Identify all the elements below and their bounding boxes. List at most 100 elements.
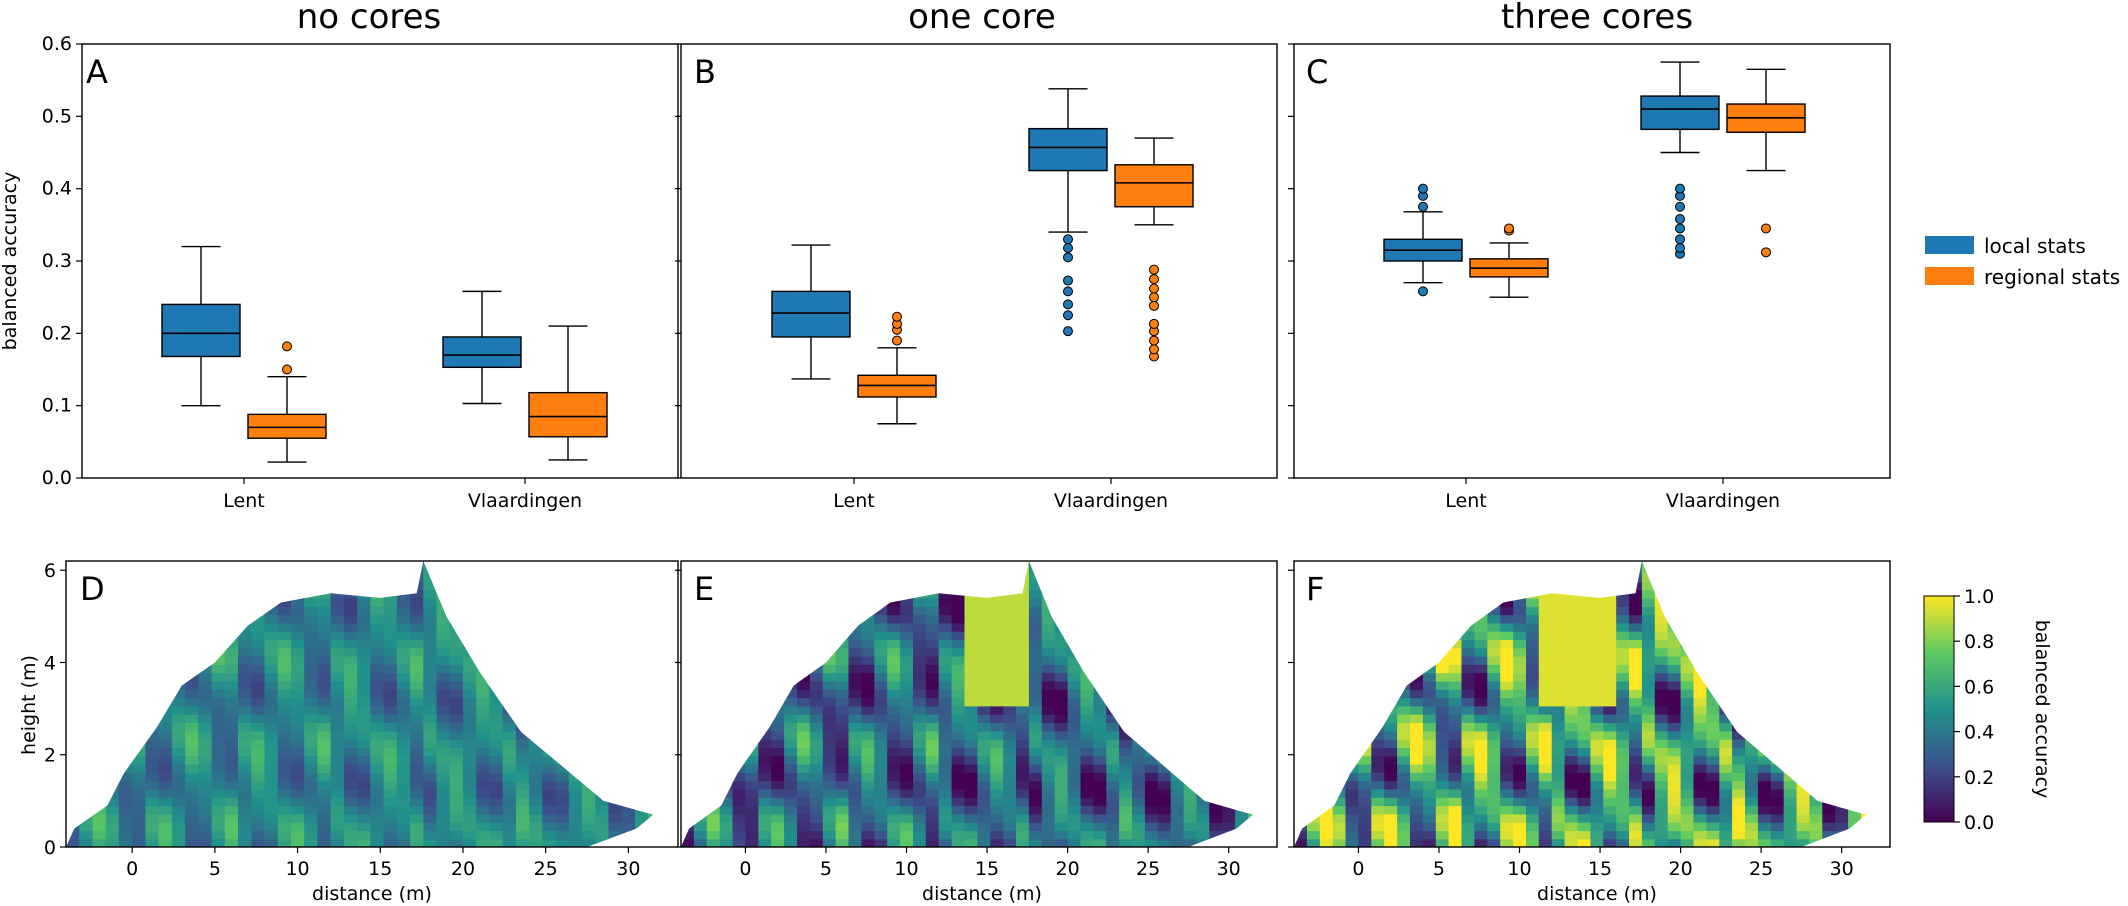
heatmap-cell <box>1106 755 1120 765</box>
heatmap-cell <box>648 714 654 723</box>
heatmap-cell <box>809 705 824 715</box>
heatmap-cell <box>1345 639 1359 649</box>
heatmap-cell <box>595 680 610 690</box>
heatmap-cell <box>706 656 721 665</box>
heatmap-cell <box>1448 730 1463 740</box>
heatmap-cell <box>1410 639 1424 649</box>
heatmap-cell <box>1248 689 1253 699</box>
heatmap-cell <box>1680 597 1695 607</box>
heatmap-cell <box>304 714 318 723</box>
heatmap-cell <box>693 622 708 632</box>
heatmap-cell <box>1371 680 1385 690</box>
heatmap-cell <box>185 606 199 616</box>
heatmap-cell <box>185 672 199 682</box>
x-tick-label: 15 <box>975 858 999 880</box>
heatmap-cell <box>1119 647 1133 657</box>
heatmap-cell <box>1719 622 1733 632</box>
heatmap-cell <box>1706 689 1720 699</box>
heatmap-cell <box>719 564 734 574</box>
heatmap-cell <box>343 614 358 624</box>
heatmap-cell <box>1106 581 1120 591</box>
heatmap-cell <box>1248 822 1253 831</box>
heatmap-cell <box>1487 772 1501 782</box>
heatmap-cell <box>317 797 332 807</box>
heatmap-cell <box>977 722 991 732</box>
heatmap-cell <box>1551 755 1566 765</box>
heatmap-cell <box>662 573 676 582</box>
heatmap-cell <box>595 730 610 740</box>
heatmap-cell <box>410 739 424 748</box>
heatmap-cell <box>1261 739 1275 748</box>
heatmap-cell <box>621 597 636 607</box>
heatmap-cell <box>848 606 862 616</box>
heatmap-cell <box>1157 622 1172 632</box>
heatmap-cell <box>79 672 93 682</box>
heatmap-cell <box>1783 788 1798 798</box>
heatmap-cell <box>1667 822 1682 831</box>
heatmap-cell <box>1183 656 1198 665</box>
heatmap-cell <box>1196 697 1210 707</box>
heatmap-cell <box>238 589 252 599</box>
heatmap-cell <box>1732 614 1746 624</box>
heatmap-cell <box>1757 797 1772 807</box>
heatmap-cell <box>771 788 785 798</box>
heatmap-cell <box>1422 739 1437 748</box>
heatmap-cell <box>1693 739 1707 748</box>
heatmap-cell <box>1641 780 1656 790</box>
heatmap-cell <box>1616 714 1630 723</box>
heatmap-cell <box>1461 747 1475 757</box>
heatmap-cell <box>874 664 888 674</box>
heatmap-cell <box>1080 573 1094 582</box>
heatmap-cell <box>291 772 305 782</box>
heatmap-cell <box>693 730 708 740</box>
heatmap-cell <box>1080 705 1094 715</box>
heatmap-cell <box>681 830 695 840</box>
heatmap-cell <box>383 672 398 682</box>
heatmap-cell <box>1093 739 1107 748</box>
heatmap-cell <box>848 631 862 640</box>
heatmap-cell <box>1371 589 1385 599</box>
heatmap-cell <box>542 788 557 798</box>
heatmap-cell <box>277 755 292 765</box>
heatmap-cell <box>662 806 676 815</box>
heatmap-cell <box>185 656 199 665</box>
heatmap-cell <box>145 788 160 798</box>
heatmap-cell <box>835 614 850 624</box>
heatmap-cell <box>621 606 636 616</box>
heatmap-cell <box>1629 714 1643 723</box>
heatmap-cell <box>990 772 1004 782</box>
heatmap-cell <box>1274 731 1288 740</box>
heatmap-cell <box>1248 714 1253 723</box>
heatmap-cell <box>1294 631 1308 640</box>
heatmap-cell <box>251 788 266 798</box>
heatmap-cell <box>1028 564 1043 574</box>
heatmap-cell <box>542 656 557 665</box>
heatmap-cell <box>330 813 345 823</box>
heatmap-cell <box>1274 839 1288 848</box>
heatmap-cell <box>1144 597 1159 607</box>
heatmap-cell <box>396 739 411 748</box>
heatmap-cell <box>797 705 811 715</box>
heatmap-cell <box>198 755 213 765</box>
heatmap-cell <box>1054 722 1069 732</box>
heatmap-cell <box>449 739 464 748</box>
y-tick-label: 0.6 <box>42 33 72 55</box>
panel-f: 0 5 10 15 20 25 30 F distance (m) <box>1288 560 1891 905</box>
heatmap-cell <box>1461 722 1475 732</box>
heatmap-cell <box>1067 813 1082 823</box>
heatmap-cell <box>1422 705 1437 715</box>
heatmap-cell <box>1093 755 1107 765</box>
heatmap-cell <box>582 564 596 574</box>
heatmap-cell <box>449 730 464 740</box>
heatmap-cell <box>706 722 721 732</box>
heatmap-cell <box>1384 772 1398 782</box>
heatmap-cell <box>1770 680 1785 690</box>
heatmap-cell <box>1461 622 1475 632</box>
heatmap-cell <box>1500 664 1514 674</box>
heatmap-cell <box>1274 581 1288 590</box>
heatmap-cell <box>1590 689 1604 699</box>
heatmap-cell <box>977 805 991 815</box>
heatmap-cell <box>887 614 901 624</box>
heatmap-cell <box>1732 739 1746 748</box>
heatmap-cell <box>681 631 695 640</box>
